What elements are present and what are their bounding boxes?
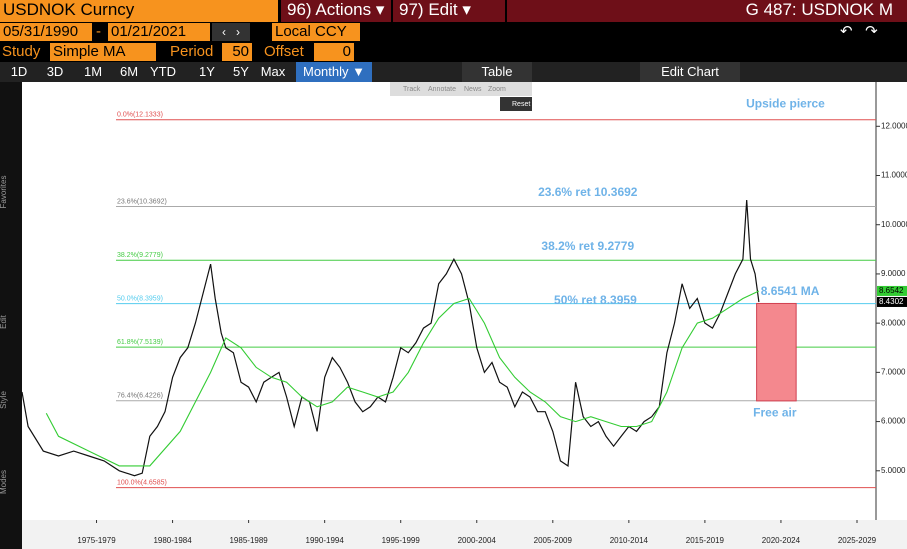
annotation: 38.2% ret 9.2779 (541, 239, 634, 253)
y-tick-label: 9.0000 (881, 269, 906, 278)
annotation: Upside pierce (746, 96, 825, 110)
reset-button (500, 97, 532, 111)
menu-number: 96) (287, 0, 312, 19)
free-air-box (756, 302, 797, 402)
range-button[interactable]: 1D (10, 64, 28, 79)
x-tick-label: 2015-2019 (686, 536, 725, 545)
y-tick-label: 8.0000 (881, 318, 906, 327)
range-button[interactable]: 3D (46, 64, 64, 79)
side-label: Favorites (0, 176, 8, 209)
fib-label: 38.2%(9.2779) (117, 252, 163, 259)
price-tag-label: 8.6542 (879, 286, 904, 295)
study-field[interactable]: Simple MA (50, 43, 156, 61)
start-date[interactable]: 05/31/1990 (0, 23, 92, 41)
x-tick-label: 2025-2029 (838, 536, 877, 545)
date-arrows[interactable]: ‹ › (212, 23, 250, 41)
fib-label: 61.8%(7.5139) (117, 339, 163, 346)
mini-tool: Zoom (488, 86, 506, 93)
series-line (21, 200, 760, 477)
fib-label: 50.0%(8.3959) (117, 296, 163, 303)
fib-label: 0.0%(12.1333) (117, 112, 163, 119)
chart: Favorites Edit Style Modes Track Annotate News… (0, 82, 907, 549)
annotation: 8.6541 MA (761, 284, 820, 298)
x-axis-strip (22, 520, 907, 549)
edit-chart-button[interactable]: Edit Chart (640, 62, 740, 82)
page-code: G 487: USDNOK M (507, 0, 907, 22)
fib-label: 76.4%(6.4226) (117, 393, 163, 400)
price-tag (877, 285, 907, 296)
fib-label: 100.0%(4.6585) (117, 479, 167, 486)
x-tick-label: 1985-1989 (229, 536, 268, 545)
menu-label: Edit (428, 0, 458, 19)
fib-label: 23.6%(10.3692) (117, 198, 167, 205)
mini-tool: News (464, 86, 482, 93)
range-button[interactable]: Max (260, 64, 286, 79)
price-tag-label: 8.4302 (879, 297, 904, 306)
x-tick-label: 1975-1979 (77, 536, 116, 545)
series-line (45, 290, 760, 467)
annotation: 50% ret 8.3959 (554, 293, 637, 307)
menu-label: Actions (315, 0, 372, 19)
x-tick-label: 2020-2024 (762, 536, 801, 545)
frequency-button[interactable]: Monthly ▼ (296, 62, 372, 82)
reset-label: Reset (512, 101, 530, 108)
x-tick-label: 1990-1994 (306, 536, 345, 545)
undo-redo[interactable]: ↶ ↷ (840, 23, 878, 40)
range-button[interactable]: 1Y (199, 64, 215, 79)
edit-menu[interactable]: 97) Edit ▾ (393, 0, 505, 22)
x-tick-label: 2005-2009 (534, 536, 573, 545)
plot-background (22, 82, 876, 520)
y-tick-label: 11.0000 (881, 171, 907, 180)
end-date[interactable]: 01/21/2021 (108, 23, 210, 41)
offset-field[interactable]: 0 (314, 43, 354, 61)
y-tick-label: 12.0000 (881, 121, 907, 130)
menu-number: 97) (399, 0, 424, 19)
x-tick-label: 1995-1999 (382, 536, 421, 545)
side-toolbar (0, 82, 22, 549)
study-label: Study (2, 43, 41, 60)
actions-menu[interactable]: 96) Actions ▾ (281, 0, 391, 22)
side-label: Style (0, 391, 8, 409)
mini-tool: Track (403, 86, 421, 93)
y-tick-label: 6.0000 (881, 417, 906, 426)
x-tick-label: 2010-2014 (610, 536, 649, 545)
offset-label: Offset (264, 43, 304, 60)
range-button[interactable]: YTD (150, 64, 176, 79)
mini-tool: Annotate (428, 86, 456, 93)
range-button[interactable]: 5Y (233, 64, 249, 79)
side-label: Modes (0, 470, 8, 494)
y-tick-label: 10.0000 (881, 220, 907, 229)
currency-field[interactable]: Local CCY (272, 23, 360, 41)
date-separator: - (96, 23, 101, 40)
period-field[interactable]: 50 (222, 43, 252, 61)
range-button[interactable]: 6M (119, 64, 139, 79)
y-tick-label: 7.0000 (881, 367, 906, 376)
x-tick-label: 2000-2004 (458, 536, 497, 545)
price-tag (877, 296, 907, 307)
security-field[interactable]: USDNOK Curncy (0, 0, 278, 22)
period-label: Period (170, 43, 214, 60)
annotation: 23.6% ret 10.3692 (538, 185, 638, 199)
side-label: Edit (0, 314, 8, 329)
mini-toolbar (390, 82, 532, 96)
x-tick-label: 1980-1984 (153, 536, 192, 545)
range-button[interactable]: 1M (83, 64, 103, 79)
table-button[interactable]: Table (462, 62, 532, 82)
y-tick-label: 5.0000 (881, 466, 906, 475)
annotation: Free air (753, 405, 797, 419)
